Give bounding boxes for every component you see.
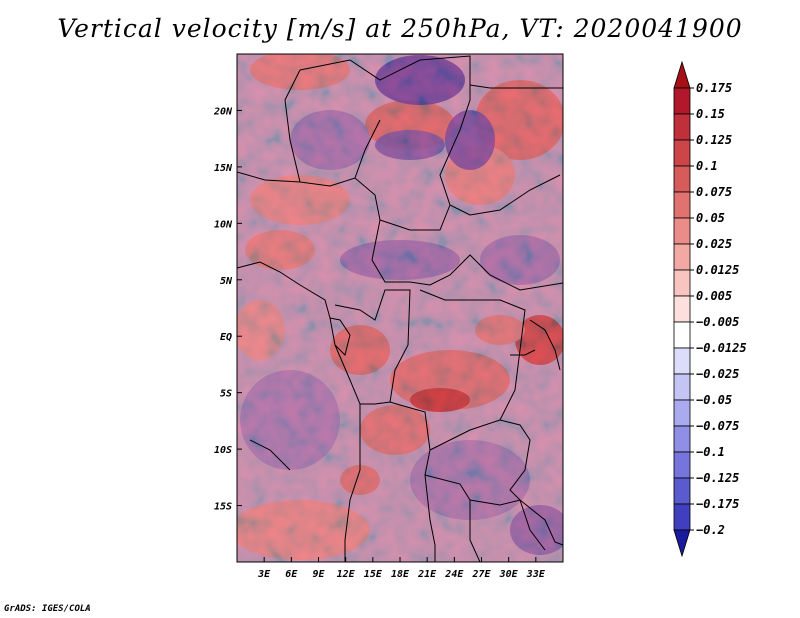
lon-tick-label: 27E — [471, 569, 491, 580]
lat-tick-label: 20N — [213, 106, 233, 117]
colorbar-segment — [673, 165, 691, 193]
colorbar-label: 0.125 — [696, 133, 732, 147]
lat-tick-label: 5N — [220, 276, 233, 287]
colorbar-label: 0.0125 — [696, 263, 739, 277]
colorbar-label: −0.005 — [696, 315, 739, 329]
country-borders — [237, 55, 563, 562]
colorbar-label: −0.2 — [696, 523, 725, 537]
colorbar-label: 0.175 — [696, 81, 732, 95]
colorbar-label: −0.0125 — [696, 341, 747, 355]
lon-tick-label: 30E — [499, 569, 519, 580]
colorbar-segment — [673, 503, 691, 531]
colorbar-segment — [673, 295, 691, 323]
colorbar-segment — [673, 87, 691, 115]
colorbar-segment — [673, 373, 691, 401]
lon-tick-label: 15E — [364, 569, 383, 580]
colorbar-label: −0.175 — [696, 497, 739, 511]
colorbar-label: 0.005 — [696, 289, 732, 303]
colorbar-label: −0.05 — [696, 393, 732, 407]
colorbar-label: 0.075 — [696, 185, 732, 199]
lat-tick-label: 15N — [214, 163, 233, 174]
lat-tick-label: 10S — [214, 445, 232, 456]
colorbar-bottom-cap — [673, 529, 691, 558]
lon-tick-label: 6E — [285, 569, 298, 580]
colorbar-segment — [673, 477, 691, 505]
lat-tick-label: 15S — [214, 502, 232, 513]
colorbar: 0.175 0.15 0.125 0.1 0.075 0.05 0.025 0.0125 0.0… — [673, 60, 747, 558]
grads-credit: GrADS: IGES/COLA — [4, 604, 91, 614]
longitude-axis: 3E 6E 9E 12E 15E 18E 21E 24E 27E 30E 33E — [257, 557, 546, 580]
field-texture — [237, 54, 563, 562]
colorbar-top-cap — [673, 60, 691, 89]
map-title: Vertical velocity [m/s] at 250hPa, VT: 2… — [57, 14, 743, 43]
colorbar-label: 0.025 — [696, 237, 732, 251]
colorbar-segment — [673, 217, 691, 245]
lat-tick-label: 5S — [220, 389, 232, 400]
colorbar-label: −0.125 — [696, 471, 739, 485]
lon-tick-label: 33E — [526, 569, 546, 580]
lon-tick-label: 9E — [312, 569, 325, 580]
colorbar-label: 0.15 — [696, 107, 725, 121]
lon-tick-label: 3E — [257, 569, 271, 580]
colorbar-segment — [673, 113, 691, 141]
colorbar-label: −0.1 — [696, 445, 725, 459]
lon-tick-label: 21E — [417, 569, 437, 580]
colorbar-segment — [673, 425, 691, 453]
colorbar-label: −0.075 — [696, 419, 739, 433]
colorbar-segment — [673, 269, 691, 297]
lon-tick-label: 12E — [337, 569, 356, 580]
lat-tick-label: EQ — [220, 332, 232, 343]
colorbar-segment — [673, 243, 691, 271]
colorbar-segment — [673, 399, 691, 427]
colorbar-segment — [673, 451, 691, 479]
colorbar-segment — [673, 347, 691, 375]
vertical-velocity-field — [237, 54, 563, 562]
colorbar-segment — [673, 139, 691, 167]
colorbar-label: 0.05 — [696, 211, 725, 225]
lon-tick-label: 24E — [444, 569, 464, 580]
colorbar-segment — [673, 321, 691, 349]
lon-tick-label: 18E — [391, 569, 410, 580]
colorbar-segment — [673, 191, 691, 219]
lat-tick-label: 10N — [214, 219, 233, 230]
colorbar-label: 0.1 — [696, 159, 718, 173]
colorbar-label: −0.025 — [696, 367, 739, 381]
latitude-axis: 20N 15N 10N 5N EQ 5S 10S 15S — [213, 106, 242, 513]
